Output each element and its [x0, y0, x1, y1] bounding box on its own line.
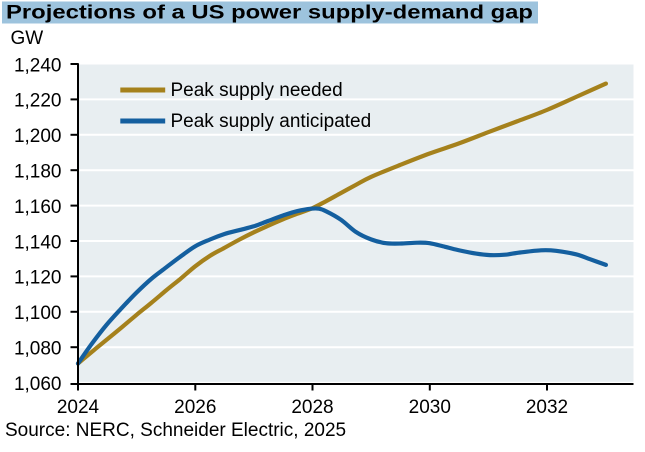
svg-text:1,100: 1,100	[14, 303, 62, 324]
svg-text:2026: 2026	[174, 397, 216, 418]
svg-text:Peak supply anticipated: Peak supply anticipated	[171, 111, 372, 132]
svg-text:Projections of a US power supp: Projections of a US power supply-demand …	[6, 2, 533, 24]
svg-text:1,180: 1,180	[14, 162, 62, 183]
svg-text:1,240: 1,240	[14, 55, 62, 76]
svg-text:2024: 2024	[57, 397, 100, 418]
svg-text:2030: 2030	[409, 397, 451, 418]
svg-text:1,200: 1,200	[14, 126, 62, 147]
svg-text:1,220: 1,220	[14, 91, 62, 112]
svg-text:GW: GW	[11, 28, 44, 49]
svg-text:1,060: 1,060	[14, 374, 62, 395]
svg-text:Peak supply needed: Peak supply needed	[171, 80, 343, 101]
svg-text:1,080: 1,080	[14, 339, 62, 360]
svg-text:2028: 2028	[291, 397, 333, 418]
svg-text:1,120: 1,120	[14, 268, 62, 289]
svg-text:Source: NERC, Schneider Electr: Source: NERC, Schneider Electric, 2025	[5, 420, 346, 441]
svg-text:1,160: 1,160	[14, 197, 62, 218]
svg-text:1,140: 1,140	[14, 232, 62, 253]
svg-text:2032: 2032	[526, 397, 568, 418]
